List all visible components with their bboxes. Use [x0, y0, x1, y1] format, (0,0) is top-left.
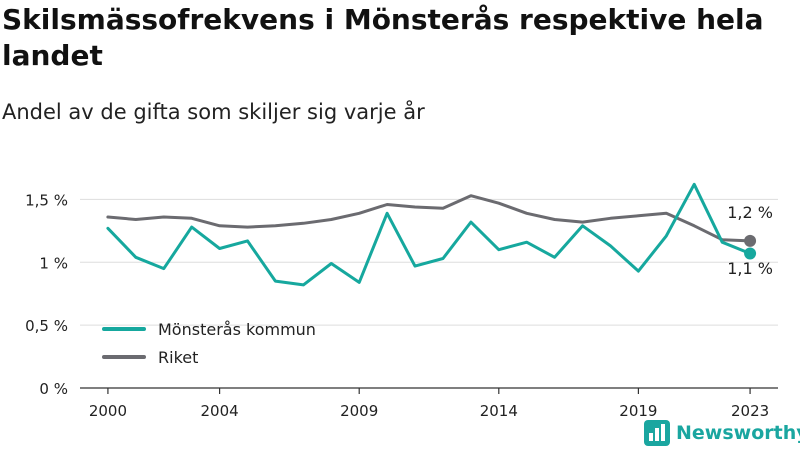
x-tick-label: 2004 [201, 402, 239, 420]
y-tick-label: 1,5 % [25, 191, 68, 209]
chart-subtitle: Andel av de gifta som skiljer sig varje … [2, 100, 425, 124]
x-tick-label: 2009 [340, 402, 378, 420]
y-tick-label: 0,5 % [25, 317, 68, 335]
end-point-monsteras [744, 247, 757, 260]
end-label-monsteras: 1,1 % [727, 259, 773, 278]
y-tick-label: 0 % [39, 380, 68, 398]
end-point-riket [744, 234, 757, 247]
series-line-riket [106, 194, 752, 243]
brand-logo: Newsworthy [644, 418, 800, 448]
chart-title: Skilsmässofrekvens i Mönsterås respektiv… [2, 3, 764, 72]
bar-chart-logo-icon [644, 420, 670, 446]
x-tick-label: 2000 [89, 402, 127, 420]
x-tick-label: 2014 [480, 402, 518, 420]
x-tick-label: 2023 [731, 402, 769, 420]
x-tick-label: 2019 [619, 402, 657, 420]
legend-label: Riket [158, 348, 198, 367]
end-label-riket: 1,2 % [727, 203, 773, 222]
y-tick-label: 1 % [39, 254, 68, 272]
brand-name: Newsworthy [676, 422, 800, 444]
legend-label: Mönsterås kommun [158, 320, 316, 339]
series-line-monsteras [106, 182, 752, 287]
